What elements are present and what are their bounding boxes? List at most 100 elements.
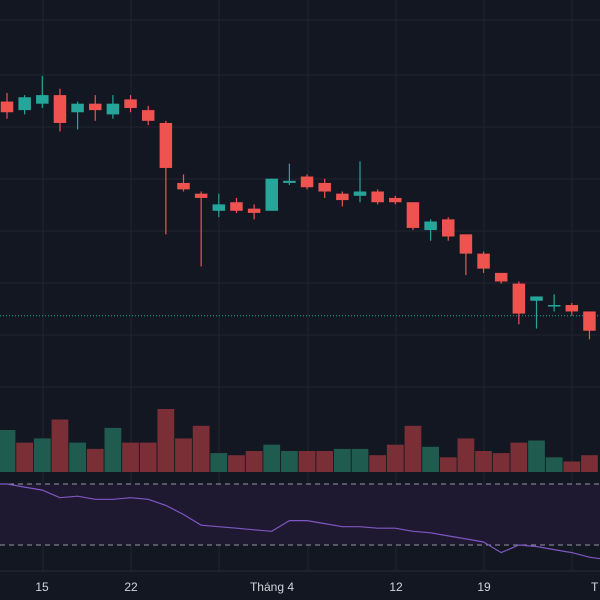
candle-body	[230, 202, 243, 211]
candle-body	[0, 101, 14, 113]
volume-bar	[528, 440, 545, 472]
candle[interactable]	[459, 234, 473, 276]
candle[interactable]	[530, 296, 543, 329]
candle-body	[459, 234, 473, 254]
candle[interactable]	[283, 163, 296, 186]
candle[interactable]	[353, 161, 367, 203]
volume-bar	[210, 453, 228, 472]
candle[interactable]	[494, 272, 508, 284]
volume-bar	[157, 409, 175, 472]
volume-bar	[439, 457, 457, 472]
candle[interactable]	[247, 204, 261, 220]
candle-body	[477, 253, 490, 269]
volume-bars	[0, 409, 598, 472]
x-tick-label: Tháng 4	[250, 580, 294, 594]
volume-bar	[510, 442, 528, 472]
volume-bar	[422, 446, 439, 472]
candle-body	[106, 103, 120, 115]
candle[interactable]	[389, 195, 402, 205]
volume-bar	[228, 455, 245, 472]
candle-body	[177, 182, 190, 190]
candle[interactable]	[230, 197, 243, 213]
candle[interactable]	[212, 193, 226, 218]
volume-bar	[139, 442, 157, 472]
candle-body	[89, 103, 102, 111]
candle-body	[300, 176, 314, 188]
candle[interactable]	[442, 217, 455, 241]
volume-bar	[563, 461, 581, 472]
candle[interactable]	[477, 251, 490, 273]
candle[interactable]	[512, 281, 526, 325]
candle-body	[442, 219, 455, 237]
candle[interactable]	[71, 101, 84, 130]
candle-body	[194, 193, 208, 198]
candle[interactable]	[547, 294, 561, 312]
volume-bar	[404, 425, 422, 472]
x-tick-label: 19	[477, 580, 491, 594]
candle[interactable]	[177, 174, 190, 192]
candle[interactable]	[371, 189, 384, 205]
candle[interactable]	[36, 75, 49, 108]
volume-bar	[175, 438, 192, 472]
candle-body	[71, 103, 84, 113]
candle-body	[494, 272, 508, 282]
candle-body	[530, 296, 543, 301]
candle-body	[318, 182, 331, 192]
rsi-line	[0, 483, 600, 560]
candle[interactable]	[565, 302, 579, 316]
candle[interactable]	[265, 178, 279, 211]
x-tick-label: 22	[124, 580, 138, 594]
grid-lines	[0, 0, 600, 570]
volume-bar	[316, 451, 334, 472]
candle-body	[212, 204, 226, 211]
volume-bar	[298, 451, 316, 472]
volume-bar	[0, 430, 16, 472]
candle[interactable]	[318, 178, 331, 198]
volume-bar	[475, 451, 492, 472]
candle[interactable]	[583, 311, 596, 340]
volume-bar	[16, 442, 34, 472]
candle[interactable]	[424, 219, 437, 241]
candle-body	[565, 305, 579, 312]
candle[interactable]	[141, 105, 155, 126]
candle-body	[512, 283, 526, 314]
candle[interactable]	[0, 92, 14, 119]
volume-bar	[492, 453, 510, 472]
rsi-band	[0, 484, 600, 545]
candle-body	[424, 221, 437, 231]
volume-bar	[351, 448, 369, 472]
candles[interactable]	[0, 75, 596, 340]
volume-bar	[51, 419, 69, 472]
volume-bar	[69, 442, 86, 472]
volume-bar	[192, 425, 210, 472]
candle[interactable]	[406, 202, 420, 231]
volume-bar	[386, 444, 404, 472]
volume-bar	[33, 438, 51, 472]
candle-body	[353, 191, 367, 196]
candle-body	[583, 311, 596, 331]
volume-bar	[245, 451, 263, 472]
candle[interactable]	[300, 174, 314, 190]
candle[interactable]	[18, 95, 31, 115]
candle-body	[547, 305, 561, 307]
volume-bar	[581, 455, 598, 472]
candle[interactable]	[106, 95, 120, 119]
x-tick-label: 12	[389, 580, 403, 594]
candle[interactable]	[159, 120, 173, 235]
candle[interactable]	[124, 95, 137, 113]
candle[interactable]	[53, 88, 67, 132]
candle-body	[406, 202, 420, 228]
candle-body	[336, 193, 349, 201]
volume-bar	[545, 457, 563, 472]
candle[interactable]	[336, 191, 349, 207]
candle[interactable]	[89, 95, 102, 121]
x-tick-label: 15	[35, 580, 49, 594]
volume-bar	[104, 427, 122, 472]
x-tick-label: T	[591, 580, 599, 594]
rsi-pane	[0, 483, 600, 560]
volume-bar	[263, 444, 281, 472]
time-axis[interactable]: 15 22 Tháng 4 12 19 T	[35, 580, 599, 594]
candle-body	[124, 99, 137, 108]
candle[interactable]	[194, 191, 208, 267]
